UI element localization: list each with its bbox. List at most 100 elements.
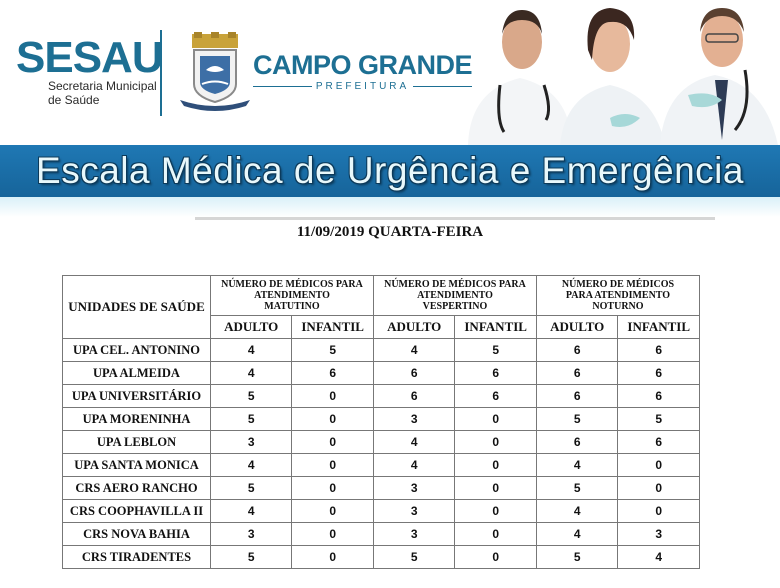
unit-name: CRS TIRADENTES: [62, 545, 211, 569]
col-header-infantil: INFANTIL: [291, 315, 374, 339]
doctor-count-cell: 0: [454, 476, 537, 500]
col-header-adulto: ADULTO: [372, 315, 456, 339]
doctor-count-cell: 6: [454, 384, 537, 408]
group-header-line: PARA ATENDIMENTO: [565, 290, 671, 301]
doctor-count-cell: 0: [291, 522, 374, 546]
divider-line: [195, 217, 715, 220]
city-coat-of-arms-icon: [180, 32, 250, 111]
doctor-count-cell: 6: [617, 338, 700, 362]
sesau-wordmark: SESAU: [16, 33, 164, 82]
date-line: 11/09/2019 QUARTA-FEIRA: [296, 224, 484, 240]
unit-name: CRS NOVA BAHIA: [62, 522, 211, 546]
group-header-line: NÚMERO DE MÉDICOS PARA: [221, 279, 363, 290]
doctor-count-cell: 0: [617, 476, 700, 500]
doctor-count-cell: 5: [535, 407, 619, 431]
doctor-count-cell: 4: [209, 499, 293, 523]
table-row: UPA UNIVERSITÁRIO 5 0 6 6 6 6: [62, 384, 700, 408]
logo-divider: [160, 30, 162, 116]
doctor-count-cell: 4: [209, 361, 293, 385]
unit-name: UPA UNIVERSITÁRIO: [62, 384, 211, 408]
doctor-count-cell: 3: [209, 522, 293, 546]
doctor-count-cell: 6: [535, 430, 619, 454]
doctor-count-cell: 6: [291, 361, 374, 385]
doctor-count-cell: 4: [372, 453, 456, 477]
doctor-count-cell: 0: [291, 476, 374, 500]
sesau-subtitle-2: de Saúde: [48, 93, 100, 107]
doctor-count-cell: 0: [454, 430, 537, 454]
unit-name: UPA LEBLON: [62, 430, 211, 454]
sesau-subtitle-1: Secretaria Municipal: [48, 79, 157, 93]
units-column-header: UNIDADES DE SAÚDE: [62, 275, 211, 339]
unit-name: UPA ALMEIDA: [62, 361, 211, 385]
table-body: UPA CEL. ANTONINO 4 5 4 5 6 6 UPA ALMEIDA 4 6 6 6 6 6…: [62, 338, 700, 569]
table-row: CRS COOPHAVILLA II 4 0 3 0 4 0: [62, 499, 700, 523]
prefeitura-subtitle: PREFEITURA: [315, 81, 410, 92]
unit-name: UPA MORENINHA: [62, 407, 211, 431]
group-header-line: MATUTINO: [264, 301, 320, 312]
doctor-count-cell: 4: [209, 338, 293, 362]
doctor-count-cell: 4: [535, 453, 619, 477]
doctor-count-cell: 6: [535, 361, 619, 385]
table-row: UPA ALMEIDA 4 6 6 6 6 6: [62, 361, 700, 385]
table-row: UPA MORENINHA 5 0 3 0 5 5: [62, 407, 700, 431]
doctor-count-cell: 4: [372, 338, 456, 362]
col-header-infantil: INFANTIL: [617, 315, 700, 339]
schedule-table: UNIDADES DE SAÚDE NÚMERO DE MÉDICOS PARA…: [62, 275, 701, 569]
doctor-count-cell: 4: [209, 453, 293, 477]
group-header-line: ATENDIMENTO: [417, 290, 493, 301]
doctor-count-cell: 4: [535, 499, 619, 523]
doctor-count-cell: 5: [209, 407, 293, 431]
doctor-count-cell: 0: [454, 453, 537, 477]
group-header-line: NÚMERO DE MÉDICOS PARA: [384, 279, 526, 290]
unit-name: UPA CEL. ANTONINO: [62, 338, 211, 362]
sesau-logo: SESAU Secretaria Municipal de Saúde: [16, 33, 164, 107]
table-group-header-row: UNIDADES DE SAÚDE NÚMERO DE MÉDICOS PARA…: [62, 275, 701, 339]
group-header-noturno: NÚMERO DE MÉDICOS PARA ATENDIMENTO NOTUR…: [535, 275, 701, 316]
doctor-count-cell: 3: [372, 499, 456, 523]
doctor-count-cell: 5: [291, 338, 374, 362]
doctor-count-cell: 5: [209, 384, 293, 408]
doctor-count-cell: 0: [454, 407, 537, 431]
col-header-adulto: ADULTO: [209, 315, 293, 339]
doctor-count-cell: 6: [372, 361, 456, 385]
col-header-adulto: ADULTO: [535, 315, 619, 339]
doctor-count-cell: 3: [372, 407, 456, 431]
doctor-count-cell: 0: [291, 430, 374, 454]
doctor-count-cell: 0: [617, 499, 700, 523]
unit-name: CRS AERO RANCHO: [62, 476, 211, 500]
doctor-count-cell: 0: [291, 545, 374, 569]
unit-name: CRS COOPHAVILLA II: [62, 499, 211, 523]
doctor-count-cell: 4: [617, 545, 700, 569]
doctor-count-cell: 5: [617, 407, 700, 431]
doctor-count-cell: 0: [454, 522, 537, 546]
group-header-line: VESPERTINO: [422, 301, 488, 312]
group-header-line: ATENDIMENTO: [254, 290, 330, 301]
doctor-count-cell: 3: [617, 522, 700, 546]
doctor-count-cell: 6: [454, 361, 537, 385]
doctor-count-cell: 6: [617, 430, 700, 454]
doctor-count-cell: 3: [372, 476, 456, 500]
doctor-count-cell: 5: [372, 545, 456, 569]
table-row: CRS TIRADENTES 5 0 5 0 5 4: [62, 545, 700, 569]
doctor-count-cell: 5: [535, 545, 619, 569]
group-header-line: NOTURNO: [592, 301, 644, 312]
doctor-count-cell: 6: [372, 384, 456, 408]
table-row: CRS AERO RANCHO 5 0 3 0 5 0: [62, 476, 700, 500]
doctor-count-cell: 5: [209, 545, 293, 569]
doctor-count-cell: 0: [291, 499, 374, 523]
doctor-count-cell: 5: [454, 338, 537, 362]
col-header-infantil: INFANTIL: [454, 315, 537, 339]
doctor-count-cell: 5: [535, 476, 619, 500]
doctor-count-cell: 6: [617, 384, 700, 408]
doctor-count-cell: 0: [454, 499, 537, 523]
doctor-count-cell: 0: [454, 545, 537, 569]
table-row: UPA LEBLON 3 0 4 0 6 6: [62, 430, 700, 454]
title-banner: Escala Médica de Urgência e Emergência: [0, 145, 780, 197]
doctor-count-cell: 5: [209, 476, 293, 500]
doctor-count-cell: 0: [291, 453, 374, 477]
group-header-matutino: NÚMERO DE MÉDICOS PARA ATENDIMENTO MATUT…: [209, 275, 374, 316]
banner-glow: [0, 197, 780, 217]
prefeitura-subtitle-row: PREFEITURA: [253, 81, 473, 92]
table-row: CRS NOVA BAHIA 3 0 3 0 4 3: [62, 522, 700, 546]
table-sub-header-row: ADULTO INFANTIL ADULTO INFANTIL ADULTO I…: [63, 315, 700, 339]
